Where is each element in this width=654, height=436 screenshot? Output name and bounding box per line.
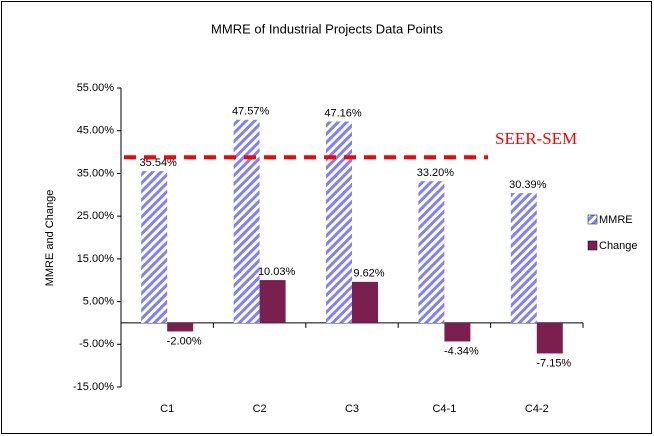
x-tick-label: C2 <box>253 403 267 415</box>
reference-label: SEER-SEM <box>495 129 577 148</box>
bar <box>510 193 537 323</box>
legend-swatch <box>587 240 598 251</box>
y-tick-label: 15.00% <box>77 253 115 265</box>
value-label: 47.16% <box>324 107 362 119</box>
x-tick-label: C3 <box>345 403 359 415</box>
y-tick-label: 35.00% <box>77 167 115 179</box>
bar <box>259 280 286 323</box>
legend-label: MMRE <box>599 214 633 226</box>
bar <box>141 171 168 323</box>
value-label: 30.39% <box>509 179 547 191</box>
y-tick-label: 5.00% <box>83 295 114 307</box>
value-label: 33.20% <box>417 167 455 179</box>
y-tick-label: 55.00% <box>77 82 115 94</box>
y-tick-label: 25.00% <box>77 210 115 222</box>
value-label: 9.62% <box>353 268 384 280</box>
bar <box>352 281 378 323</box>
bar <box>536 322 563 354</box>
y-tick-label: -5.00% <box>79 338 114 350</box>
value-label: 10.03% <box>258 266 296 278</box>
x-tick-label: C1 <box>160 403 174 415</box>
x-tick-label: C4-1 <box>432 403 456 415</box>
chart-title: MMRE of Industrial Projects Data Points <box>211 21 443 36</box>
value-label: -7.15% <box>536 357 571 369</box>
value-label: 47.57% <box>232 106 270 118</box>
bar <box>418 181 445 323</box>
y-tick-label: -15.00% <box>73 381 114 393</box>
bar <box>326 121 352 323</box>
x-tick-label: C4-2 <box>525 403 549 415</box>
y-tick-label: 45.00% <box>77 125 115 137</box>
value-label: -4.34% <box>444 345 479 357</box>
y-axis-label: MMRE and Change <box>44 190 56 287</box>
legend-label: Change <box>599 240 638 252</box>
legend-swatch <box>587 214 598 225</box>
value-label: 35.54% <box>140 157 178 169</box>
bar <box>444 322 471 342</box>
value-label: -2.00% <box>167 335 202 347</box>
bar <box>167 322 194 332</box>
bar <box>233 119 260 323</box>
